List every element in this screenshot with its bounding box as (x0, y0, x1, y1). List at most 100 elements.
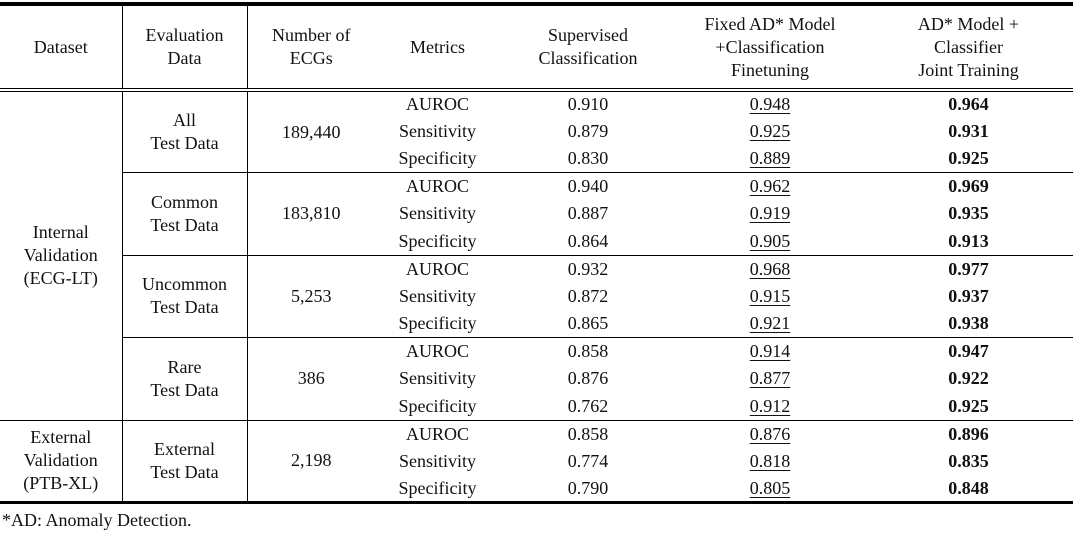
table-header: Dataset Evaluation Data Number of ECGs M… (0, 4, 1073, 92)
value-fixed-ad: 0.877 (749, 368, 791, 389)
col-header-dataset: Dataset (0, 4, 123, 92)
eval-data-cell: Rare Test Data (122, 337, 248, 420)
num-ecgs-cell: 5,253 (247, 254, 375, 338)
value-joint: 0.925 (948, 148, 989, 168)
col-header-supervised: Supervised Classification (500, 4, 676, 92)
metric-cell: AUROC (405, 94, 469, 115)
metric-cell: Sensitivity (398, 285, 476, 306)
value-joint: 0.835 (948, 450, 989, 471)
value-fixed-ad: 0.948 (749, 94, 791, 115)
eval-data-cell: All Test Data (122, 90, 248, 173)
value-fixed-ad: 0.889 (749, 148, 791, 168)
value-joint: 0.931 (948, 120, 989, 141)
value-supervised: 0.830 (567, 148, 609, 168)
table-row: Specificity 0.864 0.905 0.913 (0, 228, 1073, 256)
metric-cell: Sensitivity (398, 120, 476, 141)
value-supervised: 0.876 (567, 368, 609, 389)
table-row: Sensitivity 0.879 0.925 0.931 (0, 118, 1073, 146)
value-supervised: 0.864 (567, 230, 609, 251)
table-row: Specificity 0.865 0.921 0.938 (0, 310, 1073, 338)
num-ecgs-cell: 189,440 (282, 121, 341, 142)
value-joint: 0.964 (948, 94, 989, 115)
value-supervised: 0.858 (500, 337, 676, 365)
table-row: Common Test Data 183,810 AUROC 0.940 0.9… (0, 172, 1073, 255)
eval-data-cell: Common Test Data (122, 172, 248, 255)
eval-data-cell: External Test Data (122, 419, 248, 503)
metric-cell: Sensitivity (398, 203, 476, 224)
value-joint: 0.938 (948, 313, 989, 333)
value-supervised: 0.790 (567, 477, 609, 498)
metric-cell: Sensitivity (398, 450, 476, 471)
metric-cell: Specificity (398, 230, 477, 251)
value-supervised: 0.865 (567, 313, 609, 333)
value-fixed-ad: 0.912 (749, 395, 791, 416)
table-body: Internal Validation (ECG-LT) All Test Da… (0, 90, 1073, 503)
col-header-metrics: Metrics (375, 4, 500, 92)
eval-data-cell: Uncommon Test Data (122, 254, 248, 338)
metric-cell: Specificity (398, 395, 477, 416)
table-row: Sensitivity 0.774 0.818 0.835 (0, 448, 1073, 476)
dataset-cell: External Validation (PTB-XL) (0, 419, 123, 503)
table-row: Specificity 0.790 0.805 0.848 (0, 475, 1073, 503)
metric-cell: AUROC (375, 172, 500, 200)
table-row: External Validation (PTB-XL) External Te… (0, 419, 1073, 503)
num-ecgs-cell: 2,198 (247, 419, 375, 503)
value-joint: 0.969 (864, 172, 1073, 200)
value-fixed-ad: 0.921 (749, 313, 791, 333)
metric-cell: Specificity (398, 148, 477, 168)
value-fixed-ad: 0.905 (749, 230, 791, 251)
value-joint: 0.896 (864, 419, 1073, 448)
value-fixed-ad: 0.914 (676, 337, 864, 365)
metric-cell: Sensitivity (398, 368, 476, 389)
value-fixed-ad: 0.919 (749, 203, 791, 224)
value-joint: 0.913 (948, 230, 989, 251)
value-fixed-ad: 0.925 (749, 120, 791, 141)
value-supervised: 0.872 (567, 285, 609, 306)
value-fixed-ad: 0.876 (676, 419, 864, 448)
table-row: Rare Test Data 386 AUROC 0.858 0.914 0.9… (0, 337, 1073, 420)
value-supervised: 0.774 (567, 450, 609, 471)
value-fixed-ad: 0.915 (749, 285, 791, 306)
value-joint: 0.947 (864, 337, 1073, 365)
metric-cell: Specificity (398, 477, 477, 498)
value-joint: 0.935 (948, 203, 989, 224)
table-row: Sensitivity 0.876 0.877 0.922 (0, 365, 1073, 393)
value-supervised: 0.940 (500, 172, 676, 200)
value-supervised: 0.858 (500, 419, 676, 448)
metric-cell: AUROC (375, 254, 500, 283)
table-row: Internal Validation (ECG-LT) All Test Da… (0, 90, 1073, 420)
header-row: Dataset Evaluation Data Number of ECGs M… (0, 4, 1073, 92)
value-joint: 0.977 (864, 254, 1073, 283)
col-header-fixed-ad: Fixed AD* Model +Classification Finetuni… (676, 4, 864, 92)
value-supervised: 0.910 (567, 94, 609, 115)
table-row: Specificity 0.830 0.889 0.925 (0, 145, 1073, 173)
col-header-evaluation-data: Evaluation Data (122, 4, 248, 92)
value-fixed-ad: 0.962 (676, 172, 864, 200)
table-row: Sensitivity 0.887 0.919 0.935 (0, 200, 1073, 228)
metric-cell: Specificity (398, 313, 477, 333)
table-footnote: *AD: Anomaly Detection. (2, 510, 192, 530)
value-supervised: 0.932 (500, 254, 676, 283)
table-row: Sensitivity 0.872 0.915 0.937 (0, 283, 1073, 311)
dataset-cell: Internal Validation (ECG-LT) (0, 90, 123, 420)
results-table: Dataset Evaluation Data Number of ECGs M… (0, 2, 1073, 504)
value-supervised: 0.887 (567, 203, 609, 224)
value-fixed-ad: 0.968 (676, 254, 864, 283)
value-joint: 0.937 (948, 285, 989, 306)
table-row: Specificity 0.762 0.912 0.925 (0, 393, 1073, 421)
metric-cell: AUROC (375, 337, 500, 365)
col-header-number-of-ecgs: Number of ECGs (247, 4, 375, 92)
value-joint: 0.922 (948, 368, 989, 389)
table-row: Uncommon Test Data 5,253 AUROC 0.932 0.9… (0, 254, 1073, 338)
value-joint: 0.925 (948, 395, 989, 416)
value-fixed-ad: 0.805 (749, 477, 791, 498)
metric-cell: AUROC (375, 419, 500, 448)
value-supervised: 0.762 (567, 395, 609, 416)
col-header-joint: AD* Model + Classifier Joint Training (864, 4, 1073, 92)
num-ecgs-cell: 386 (247, 337, 375, 420)
value-fixed-ad: 0.818 (749, 450, 791, 471)
num-ecgs-cell: 183,810 (247, 172, 375, 255)
value-supervised: 0.879 (567, 120, 609, 141)
value-joint: 0.848 (948, 477, 989, 498)
